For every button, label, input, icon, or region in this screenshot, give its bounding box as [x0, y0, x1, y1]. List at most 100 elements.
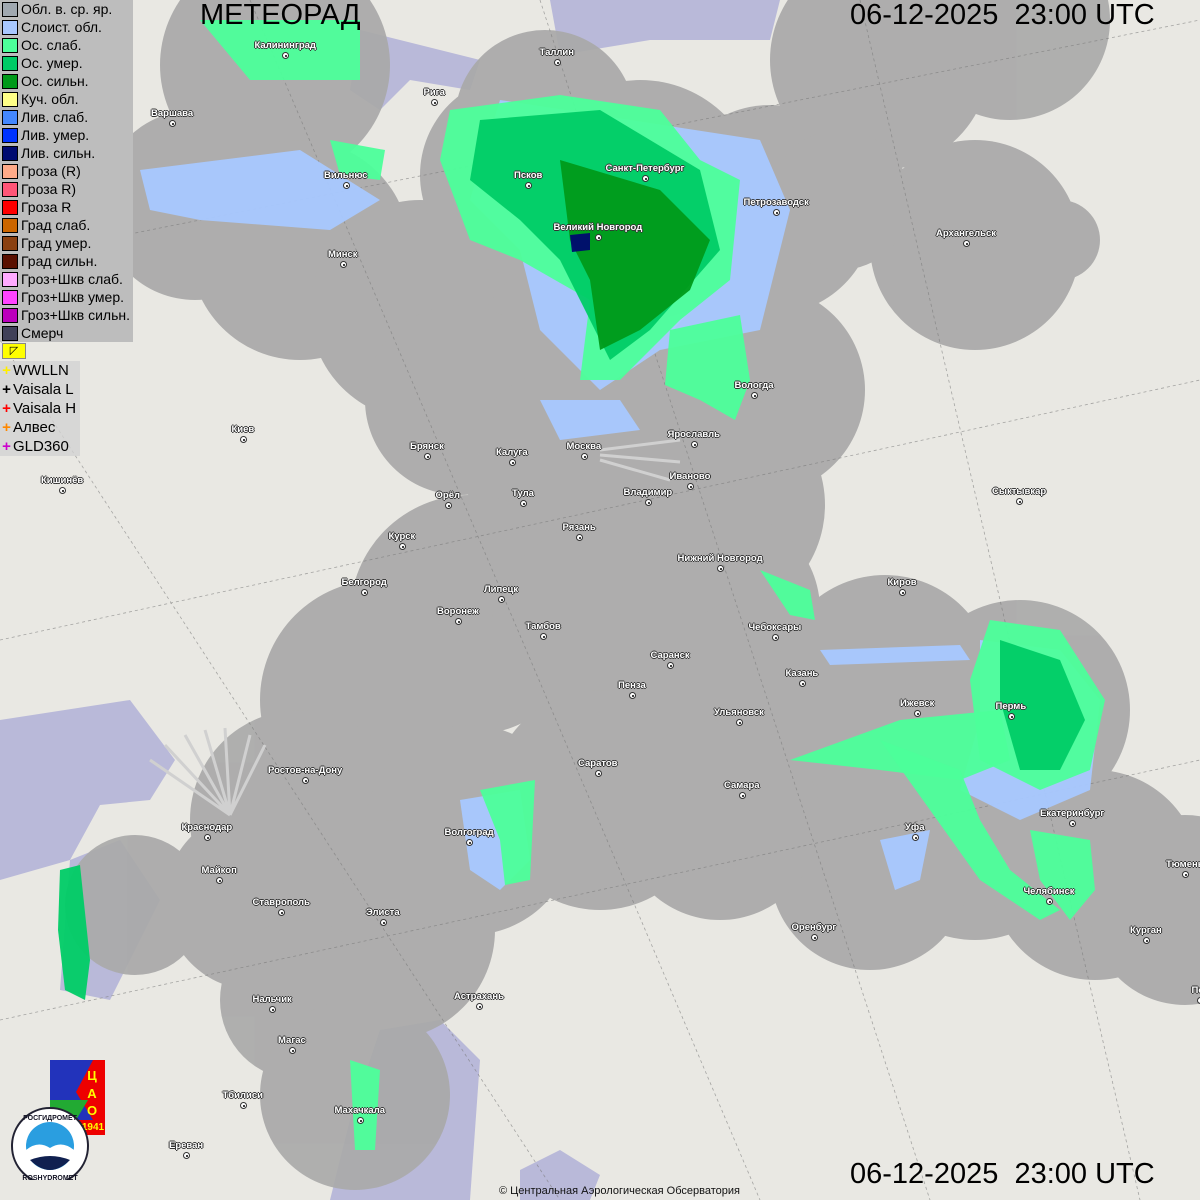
logos: Ц А О 1941 РОСГИДРОМЕТ ROSHYDROMET — [8, 1060, 108, 1185]
precipitation-area — [140, 150, 380, 230]
flag-toggle-button[interactable]: ◸ — [2, 343, 26, 359]
city-label: Магас — [278, 1035, 306, 1046]
city-marker — [899, 589, 906, 596]
city-marker — [717, 565, 724, 572]
city-marker — [343, 182, 350, 189]
legend-item: Гроз+Шкв сильн. — [0, 306, 133, 324]
city-marker — [466, 839, 473, 846]
city-label: Орёл — [435, 490, 461, 501]
legend-swatch — [2, 109, 18, 125]
city-label: Таллин — [539, 47, 575, 58]
city-marker — [581, 453, 588, 460]
city-marker — [282, 52, 289, 59]
precipitation-area — [560, 160, 710, 350]
city-marker — [476, 1003, 483, 1010]
lightning-source-item: + GLD360 — [0, 437, 80, 456]
svg-text:1941: 1941 — [82, 1122, 105, 1133]
legend-swatch — [2, 199, 18, 215]
city-marker — [736, 719, 743, 726]
city-label: Петрозаводск — [743, 197, 809, 208]
city-marker — [1143, 937, 1150, 944]
city-label: Саранск — [650, 650, 690, 661]
copyright: © Центральная Аэрологическая Обсерватори… — [499, 1185, 740, 1197]
city-label: Кишинёв — [41, 475, 84, 486]
city-label: Пет — [1191, 985, 1200, 996]
cross-marker-icon: + — [2, 438, 11, 455]
radar-coverage-circle — [65, 835, 205, 975]
legend-swatch — [2, 73, 18, 89]
precipitation-area — [480, 780, 535, 885]
city-marker — [963, 240, 970, 247]
city-label: Сыктывкар — [992, 486, 1047, 497]
radar-coverage-circle — [770, 130, 910, 270]
legend-swatch — [2, 235, 18, 251]
city-label: Курск — [388, 531, 416, 542]
cross-marker-icon: + — [2, 381, 11, 398]
city-label: Краснодар — [181, 822, 233, 833]
legend-item: Град сильн. — [0, 252, 133, 270]
precipitation-area — [790, 710, 1010, 780]
city-label: Чебоксары — [748, 622, 802, 633]
legend-swatch — [2, 91, 18, 107]
city-marker — [691, 441, 698, 448]
legend-swatch — [2, 1, 18, 17]
city-marker — [595, 770, 602, 777]
timestamp-bottom: 06-12-2025 23:00 UTC — [850, 1158, 1155, 1190]
city-label: Пермь — [995, 701, 1027, 712]
arrow-corner-icon: ◸ — [9, 345, 19, 357]
legend-label: Лив. сильн. — [21, 145, 96, 161]
legend-item: Слоист. обл. — [0, 18, 133, 36]
radar-coverage-circle — [910, 0, 1110, 120]
city-marker — [269, 1006, 276, 1013]
city-label: Тамбов — [525, 621, 561, 632]
legend-swatch — [2, 181, 18, 197]
legend-label: Ос. сильн. — [21, 73, 89, 89]
precipitation-area — [330, 140, 385, 180]
legend-item: Ос. умер. — [0, 54, 133, 72]
city-label: Санкт-Петербург — [605, 163, 685, 174]
legend-label: Слоист. обл. — [21, 19, 102, 35]
city-label: Пенза — [618, 680, 646, 691]
city-marker — [739, 792, 746, 799]
precipitation-area — [570, 233, 590, 252]
city-marker — [59, 487, 66, 494]
city-marker — [645, 499, 652, 506]
legend-swatch — [2, 127, 18, 143]
city-label: Казань — [785, 668, 819, 679]
city-marker — [1016, 498, 1023, 505]
city-label: Минск — [328, 249, 358, 260]
lightning-source-label: Алвес — [13, 419, 56, 436]
legend-swatch — [2, 289, 18, 305]
city-marker — [204, 834, 211, 841]
city-label: Калининград — [254, 40, 316, 51]
precipitation-area — [1000, 640, 1085, 770]
legend-item: Куч. обл. — [0, 90, 133, 108]
timestamp-top: 06-12-2025 23:00 UTC — [850, 0, 1155, 31]
city-label: Псков — [514, 170, 543, 181]
precipitation-area — [540, 400, 640, 440]
legend-item: Гроз+Шкв слаб. — [0, 270, 133, 288]
city-marker — [811, 934, 818, 941]
legend-swatch — [2, 253, 18, 269]
legend-item: Лив. сильн. — [0, 144, 133, 162]
legend-swatch — [2, 145, 18, 161]
precipitation-area — [760, 570, 815, 620]
city-marker — [687, 483, 694, 490]
city-label: Белгород — [341, 577, 387, 588]
city-label: Ростов-на-Дону — [268, 765, 343, 776]
city-label: Тюмень — [1166, 859, 1200, 870]
city-marker — [751, 392, 758, 399]
city-label: Самара — [724, 780, 760, 791]
city-label: Архангельск — [936, 228, 996, 239]
legend-swatch — [2, 55, 18, 71]
legend-label: Смерч — [21, 325, 64, 341]
city-label: Ереван — [169, 1140, 204, 1151]
city-label: Иваново — [669, 471, 711, 482]
city-marker — [914, 710, 921, 717]
legend-item: Гроза (R) — [0, 162, 133, 180]
legend-label: Гроза R — [21, 199, 72, 215]
city-label: Майкоп — [201, 865, 237, 876]
legend-label: Куч. обл. — [21, 91, 79, 107]
legend-item: Град умер. — [0, 234, 133, 252]
